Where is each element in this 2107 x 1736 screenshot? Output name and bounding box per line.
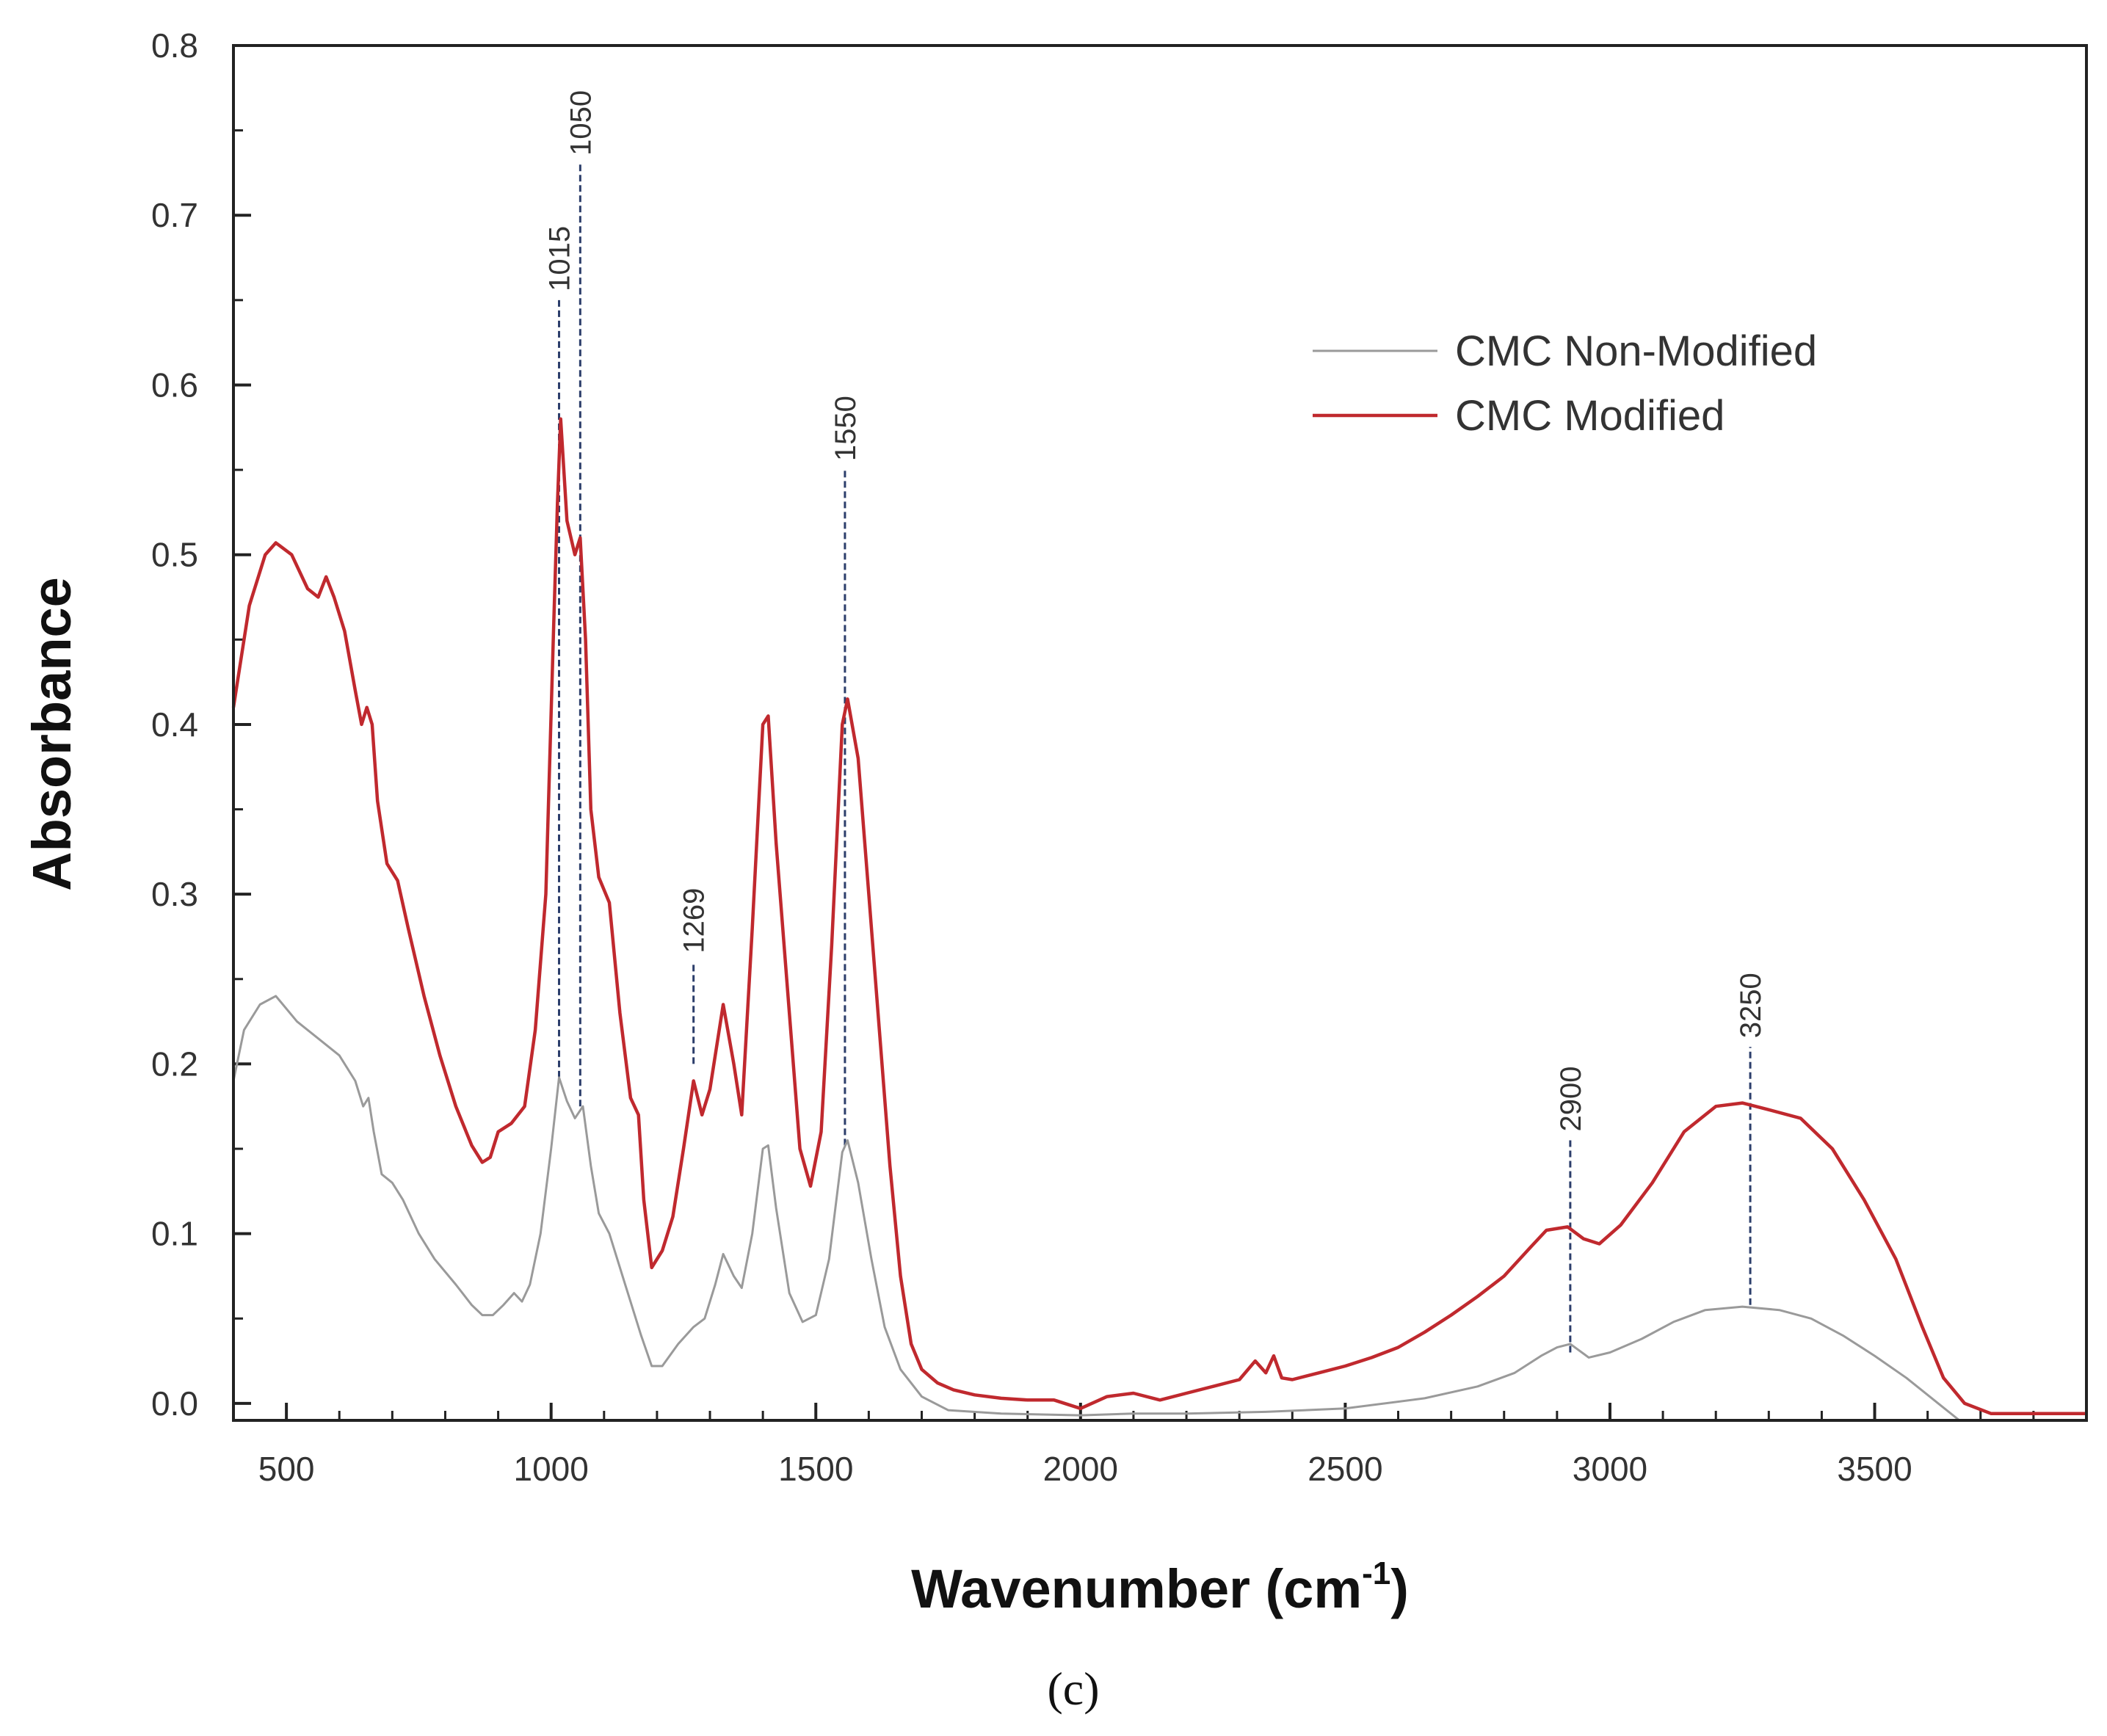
x-tick-label: 2500 [1308,1450,1382,1488]
peak-label: 2900 [1555,1066,1587,1131]
peak-annotations: 1015 1050 1269 1550 2900 3250 [544,90,1767,1353]
x-tick-label: 3500 [1837,1450,1912,1488]
y-tick-label: 0.5 [151,536,198,574]
axis-ticks: 500 1000 1500 2000 2500 3000 3500 0.0 0.1 0.2 0.3 0… [151,26,2088,1488]
peak-label: 1269 [678,888,711,954]
x-axis-title: Wavenumber (cm-1) [911,1555,1409,1619]
peak-label: 1050 [565,90,597,156]
x-axis-title-close: ) [1390,1558,1409,1619]
y-tick-label: 0.7 [151,196,198,234]
x-tick-label: 1000 [514,1450,589,1488]
panel-label: (c) [1047,1663,1099,1715]
y-tick-label: 0.1 [151,1215,198,1253]
legend: CMC Non-Modified CMC Modified [1313,327,1817,440]
y-tick-label: 0.8 [151,26,198,65]
y-tick-label: 0.3 [151,875,198,913]
y-tick-label: 0.2 [151,1045,198,1083]
series-line-non-modified [232,995,1960,1422]
legend-label: CMC Non-Modified [1455,327,1817,375]
plot-frame [232,44,2088,1422]
series-line-modified [231,417,2086,1416]
x-tick-label: 2000 [1043,1450,1118,1488]
x-tick-label: 3000 [1573,1450,1647,1488]
x-tick-label: 1500 [778,1450,853,1488]
x-axis-title-superscript: -1 [1362,1555,1390,1591]
peak-label: 1550 [830,396,862,461]
x-tick-label: 500 [258,1450,315,1488]
y-tick-label: 0.6 [151,366,198,404]
spectra-series [231,417,2086,1422]
y-tick-label: 0.4 [151,705,198,744]
peak-label: 1015 [544,226,576,291]
y-tick-label: 0.0 [151,1384,198,1423]
y-axis-title: Absorbance [21,577,82,891]
legend-label: CMC Modified [1455,392,1725,440]
x-axis-title-main: Wavenumber (cm [911,1558,1362,1619]
peak-label: 3250 [1735,973,1767,1038]
